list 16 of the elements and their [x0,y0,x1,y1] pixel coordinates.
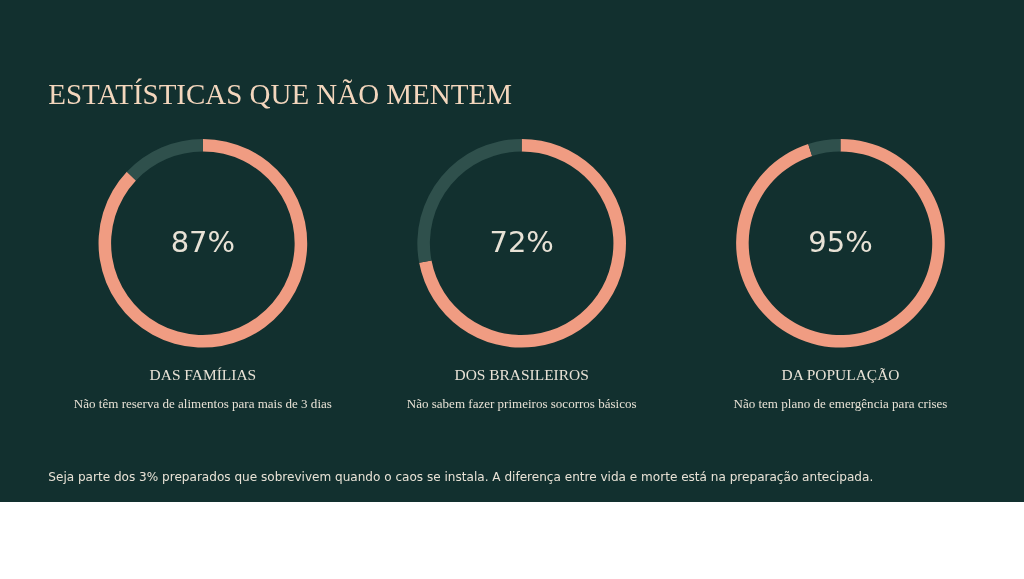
donut-slice [736,138,945,348]
data-label: 72% [489,224,554,259]
text: DOS BRASILEIROS [454,366,589,384]
text: DAS FAMÍLIAS [149,366,257,384]
text: DA POPULAÇÃO [781,366,900,384]
donut-slice [419,138,626,348]
donut-slice [98,138,308,348]
text: Não sabem fazer primeiros socorros básicos [406,396,637,412]
donut-slice [126,138,203,181]
text: Não têm reserva de alimentos para mais de 3 dias [73,396,332,412]
text: ESTATÍSTICAS QUE NÃO MENTEM [48,78,512,111]
data-label: 87% [170,224,236,259]
donut-slice [808,138,841,156]
text: Não tem plano de emergência para crises [733,396,948,412]
data-label: 95% [808,224,873,259]
text: Seja parte dos 3% preparados que sobrevivem quando o caos se instala. A diferença entre vida e morte está na preparação antecipada. [48,469,874,484]
